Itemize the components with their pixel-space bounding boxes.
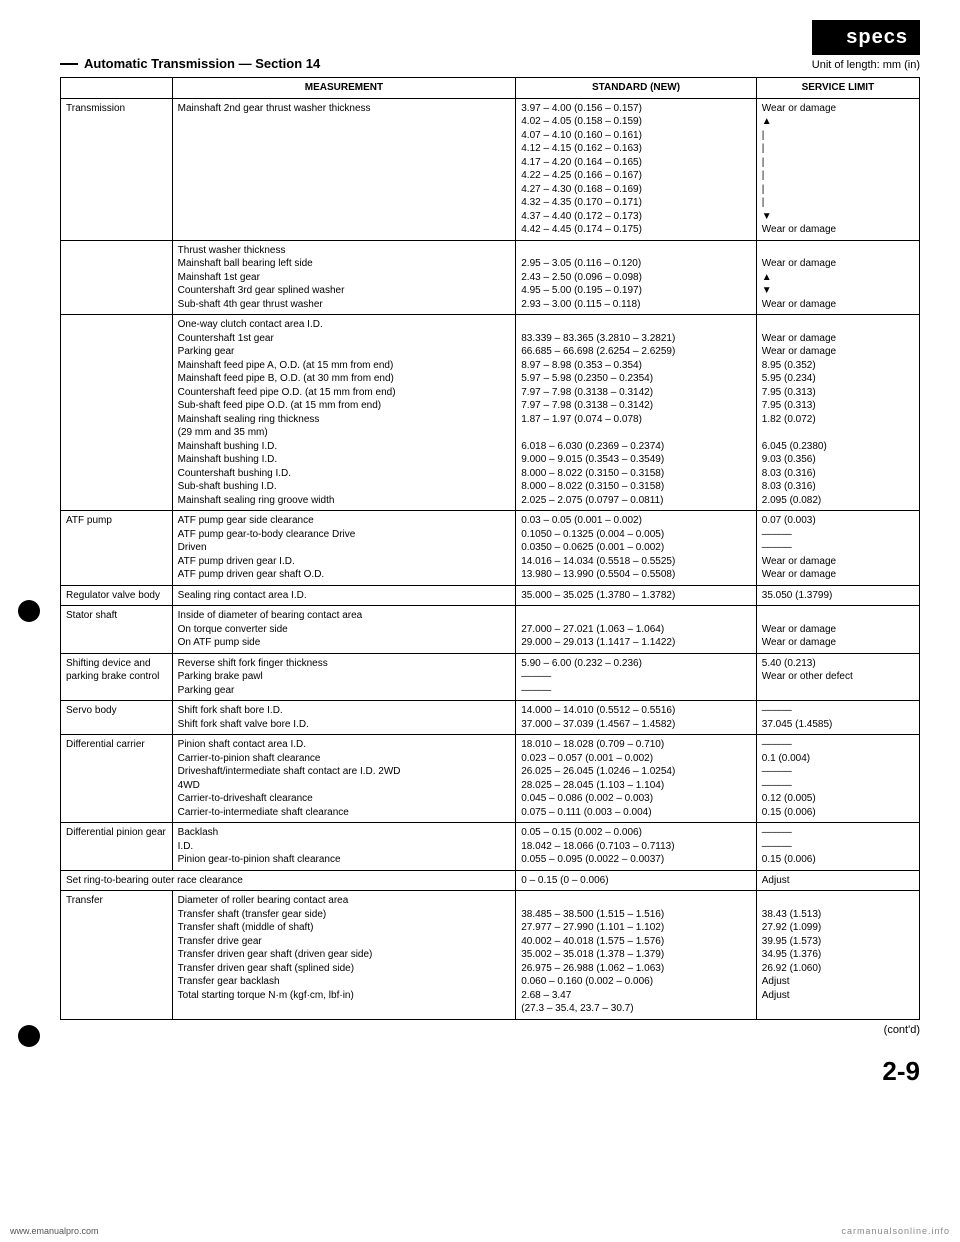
col-measurement: MEASUREMENT	[172, 78, 516, 99]
row-service-limit: 0.07 (0.003) ——— ——— Wear or damage Wear…	[756, 511, 919, 586]
col-standard: STANDARD (NEW)	[516, 78, 757, 99]
row-standard: 14.000 – 14.010 (0.5512 – 0.5516) 37.000…	[516, 701, 757, 735]
row-measurement: Thrust washer thickness Mainshaft ball b…	[172, 240, 516, 315]
row-service-limit: Wear or damage Wear or damage 8.95 (0.35…	[756, 315, 919, 511]
row-label: Regulator valve body	[61, 585, 173, 606]
table-row: Stator shaftInside of diameter of bearin…	[61, 606, 920, 654]
row-service-limit: Adjust	[756, 870, 919, 891]
row-service-limit: 35.050 (1.3799)	[756, 585, 919, 606]
table-row: TransferDiameter of roller bearing conta…	[61, 891, 920, 1020]
col-blank	[61, 78, 173, 99]
table-row: Differential carrierPinion shaft contact…	[61, 735, 920, 823]
row-label: Transfer	[61, 891, 173, 1020]
decorative-bullet	[18, 1025, 40, 1047]
table-row: Regulator valve bodySealing ring contact…	[61, 585, 920, 606]
row-label: Differential pinion gear	[61, 823, 173, 871]
row-standard: 0.03 – 0.05 (0.001 – 0.002) 0.1050 – 0.1…	[516, 511, 757, 586]
row-label: Differential carrier	[61, 735, 173, 823]
row-standard: 35.000 – 35.025 (1.3780 – 1.3782)	[516, 585, 757, 606]
specs-badge: specs	[812, 20, 920, 55]
row-standard: 83.339 – 83.365 (3.2810 – 3.2821) 66.685…	[516, 315, 757, 511]
row-measurement: Inside of diameter of bearing contact ar…	[172, 606, 516, 654]
table-row: ATF pumpATF pump gear side clearance ATF…	[61, 511, 920, 586]
row-service-limit: Wear or damage Wear or damage	[756, 606, 919, 654]
row-service-limit: ——— 0.1 (0.004) ——— ——— 0.12 (0.005) 0.1…	[756, 735, 919, 823]
row-service-limit: Wear or damage ▲ ▼ Wear or damage	[756, 240, 919, 315]
row-label: Transmission	[61, 98, 173, 240]
row-measurement: Reverse shift fork finger thickness Park…	[172, 653, 516, 701]
row-standard: 5.90 – 6.00 (0.232 – 0.236) ——— ———	[516, 653, 757, 701]
row-measurement: Diameter of roller bearing contact area …	[172, 891, 516, 1020]
row-standard: 3.97 – 4.00 (0.156 – 0.157) 4.02 – 4.05 …	[516, 98, 757, 240]
row-measurement: Mainshaft 2nd gear thrust washer thickne…	[172, 98, 516, 240]
row-standard: 0 – 0.15 (0 – 0.006)	[516, 870, 757, 891]
row-measurement: Pinion shaft contact area I.D. Carrier-t…	[172, 735, 516, 823]
row-measurement: Sealing ring contact area I.D.	[172, 585, 516, 606]
row-label	[61, 315, 173, 511]
row-measurement: ATF pump gear side clearance ATF pump ge…	[172, 511, 516, 586]
row-standard: 2.95 – 3.05 (0.116 – 0.120) 2.43 – 2.50 …	[516, 240, 757, 315]
row-service-limit: ——— ——— 0.15 (0.006)	[756, 823, 919, 871]
row-label: Shifting device and parking brake contro…	[61, 653, 173, 701]
col-service-limit: SERVICE LIMIT	[756, 78, 919, 99]
row-measurement: Backlash I.D. Pinion gear-to-pinion shaf…	[172, 823, 516, 871]
table-row: TransmissionMainshaft 2nd gear thrust wa…	[61, 98, 920, 240]
table-row: Thrust washer thickness Mainshaft ball b…	[61, 240, 920, 315]
row-standard: 0.05 – 0.15 (0.002 – 0.006) 18.042 – 18.…	[516, 823, 757, 871]
table-row: Shifting device and parking brake contro…	[61, 653, 920, 701]
row-label: ATF pump	[61, 511, 173, 586]
footer-source-right: carmanualsonline.info	[841, 1226, 950, 1236]
contd-label: (cont'd)	[60, 1024, 920, 1036]
row-service-limit: ——— 37.045 (1.4585)	[756, 701, 919, 735]
section-title: Automatic Transmission — Section 14	[60, 56, 326, 71]
row-standard: 18.010 – 18.028 (0.709 – 0.710) 0.023 – …	[516, 735, 757, 823]
page-number: 2-9	[60, 1056, 920, 1087]
table-row: One-way clutch contact area I.D. Counter…	[61, 315, 920, 511]
row-measurement: One-way clutch contact area I.D. Counter…	[172, 315, 516, 511]
table-row: Servo bodyShift fork shaft bore I.D. Shi…	[61, 701, 920, 735]
row-service-limit: 5.40 (0.213) Wear or other defect	[756, 653, 919, 701]
unit-label: Unit of length: mm (in)	[812, 59, 920, 71]
table-row: Set ring-to-bearing outer race clearance…	[61, 870, 920, 891]
table-row: Differential pinion gearBacklash I.D. Pi…	[61, 823, 920, 871]
row-label: Stator shaft	[61, 606, 173, 654]
footer-source-left: www.emanualpro.com	[10, 1226, 99, 1236]
row-label: Servo body	[61, 701, 173, 735]
row-measurement: Shift fork shaft bore I.D. Shift fork sh…	[172, 701, 516, 735]
row-service-limit: 38.43 (1.513) 27.92 (1.099) 39.95 (1.573…	[756, 891, 919, 1020]
row-standard: 27.000 – 27.021 (1.063 – 1.064) 29.000 –…	[516, 606, 757, 654]
spec-table: MEASUREMENT STANDARD (NEW) SERVICE LIMIT…	[60, 77, 920, 1020]
row-standard: 38.485 – 38.500 (1.515 – 1.516) 27.977 –…	[516, 891, 757, 1020]
row-label	[61, 240, 173, 315]
decorative-bullet	[18, 600, 40, 622]
row-label-span: Set ring-to-bearing outer race clearance	[61, 870, 516, 891]
row-service-limit: Wear or damage ▲ | | | | | | ▼ Wear or d…	[756, 98, 919, 240]
